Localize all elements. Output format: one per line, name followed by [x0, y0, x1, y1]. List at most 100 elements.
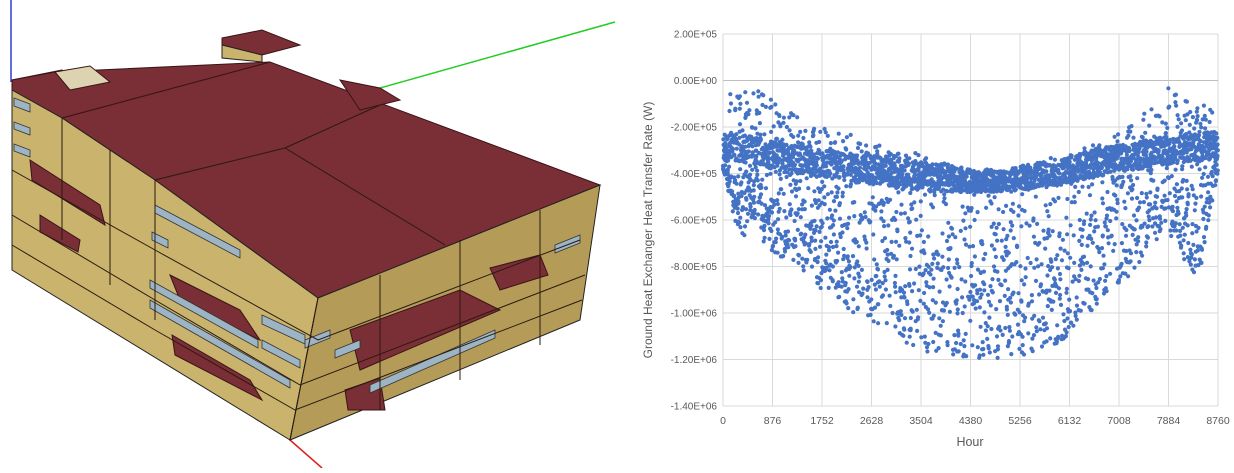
data-point: [1215, 142, 1220, 147]
data-point: [899, 202, 904, 207]
data-point: [759, 201, 764, 206]
data-point: [1185, 202, 1190, 207]
data-point: [1000, 332, 1005, 337]
data-point: [1180, 164, 1185, 169]
data-point: [1180, 225, 1185, 230]
data-point: [931, 276, 936, 281]
corner-edge: [289, 297, 319, 441]
data-point: [1041, 228, 1046, 233]
data-point: [1043, 321, 1048, 326]
data-point: [756, 89, 761, 94]
data-point: [1053, 257, 1058, 262]
data-point: [855, 145, 861, 151]
data-point: [1052, 277, 1057, 282]
data-point: [723, 141, 728, 147]
data-point: [1200, 117, 1205, 122]
data-point: [930, 205, 936, 210]
data-point: [784, 142, 789, 147]
data-point: [1164, 166, 1169, 171]
data-point: [963, 226, 968, 231]
window-strip-13: [334, 339, 361, 359]
data-point: [908, 190, 913, 196]
x-tick-label: 3504: [909, 415, 933, 427]
data-point: [800, 202, 805, 207]
data-point: [977, 305, 982, 310]
data-point: [872, 305, 878, 310]
data-point: [914, 307, 919, 312]
data-point: [1181, 251, 1186, 256]
data-point: [774, 136, 780, 141]
data-point: [968, 224, 973, 229]
data-point: [878, 168, 883, 173]
data-point: [1193, 137, 1198, 142]
data-point: [948, 176, 953, 182]
data-point: [1180, 167, 1185, 172]
data-point: [848, 265, 853, 270]
data-point: [1123, 271, 1128, 276]
window-strip-12: [554, 234, 581, 254]
data-point: [737, 94, 742, 99]
data-point: [1088, 217, 1093, 222]
data-point: [1154, 206, 1159, 211]
data-point: [742, 133, 747, 138]
data-point: [1057, 171, 1062, 176]
building-3d-model-viewport[interactable]: [0, 0, 620, 469]
data-point: [1007, 184, 1012, 189]
data-point: [1186, 240, 1191, 246]
data-point: [960, 310, 965, 316]
data-point: [1120, 174, 1125, 179]
x-tick-label: 7008: [1107, 415, 1131, 427]
data-point: [861, 286, 866, 291]
data-point: [723, 163, 728, 168]
data-point: [815, 259, 820, 265]
data-point: [1147, 208, 1152, 213]
data-point: [1058, 246, 1063, 251]
data-point: [756, 94, 761, 99]
data-point: [925, 349, 930, 354]
data-point: [945, 340, 950, 345]
data-point: [761, 157, 766, 162]
data-point: [843, 280, 848, 286]
data-point: [842, 253, 847, 258]
data-point: [832, 149, 837, 154]
data-point: [837, 294, 842, 299]
data-point: [809, 238, 814, 243]
data-point: [762, 235, 767, 240]
data-point: [841, 164, 846, 169]
data-point: [781, 120, 786, 125]
data-point: [818, 129, 823, 134]
data-point: [840, 230, 845, 235]
data-point: [1088, 222, 1093, 227]
data-point: [978, 295, 983, 300]
data-point: [737, 122, 743, 127]
data-point: [1105, 228, 1110, 233]
data-point: [824, 164, 829, 169]
data-point: [1182, 257, 1187, 262]
data-point: [734, 132, 739, 137]
data-point: [775, 227, 780, 232]
data-point: [1177, 140, 1182, 145]
data-point: [1099, 165, 1104, 170]
y-tick-label: -8.00E+05: [671, 262, 718, 273]
data-point: [1214, 162, 1219, 167]
data-point: [989, 224, 994, 229]
data-point: [995, 269, 1000, 274]
data-point: [1175, 124, 1180, 129]
data-point: [1074, 317, 1079, 322]
data-point: [831, 218, 836, 223]
data-point: [1109, 233, 1114, 238]
data-point: [1066, 324, 1071, 330]
data-point: [848, 172, 853, 177]
roof-seam-3: [284, 104, 381, 149]
data-point: [836, 250, 841, 255]
data-point: [1166, 205, 1172, 210]
data-point: [797, 186, 802, 191]
data-point: [1215, 168, 1220, 173]
data-point: [921, 301, 926, 306]
data-point: [856, 279, 861, 284]
data-point: [1006, 339, 1012, 344]
x-tick-label: 0: [720, 415, 726, 427]
data-point: [1116, 132, 1121, 137]
data-point: [851, 297, 856, 302]
data-point: [882, 236, 888, 241]
